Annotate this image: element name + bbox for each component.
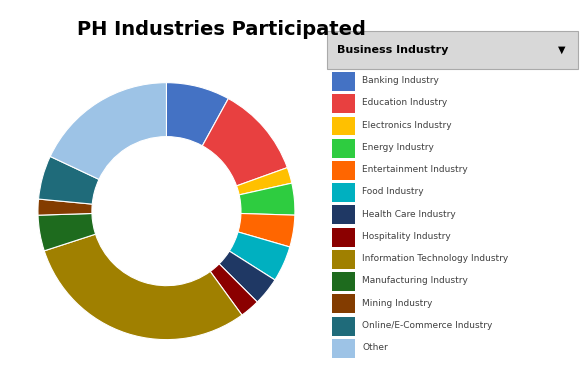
Wedge shape [239, 183, 295, 215]
Text: Business Industry: Business Industry [337, 45, 449, 55]
Text: Energy Industry: Energy Industry [362, 143, 434, 152]
FancyBboxPatch shape [332, 161, 354, 180]
Wedge shape [237, 168, 292, 195]
Wedge shape [50, 83, 166, 179]
FancyBboxPatch shape [332, 139, 354, 158]
Text: Health Care Industry: Health Care Industry [362, 210, 456, 219]
Wedge shape [166, 83, 228, 146]
FancyBboxPatch shape [332, 317, 354, 335]
FancyBboxPatch shape [332, 117, 354, 136]
FancyBboxPatch shape [332, 294, 354, 313]
FancyBboxPatch shape [332, 272, 354, 291]
Wedge shape [39, 156, 99, 204]
Text: Manufacturing Industry: Manufacturing Industry [362, 276, 468, 285]
FancyBboxPatch shape [332, 94, 354, 113]
Wedge shape [210, 264, 258, 315]
FancyBboxPatch shape [332, 339, 354, 358]
Text: PH Industries Participated: PH Industries Participated [78, 20, 366, 39]
Wedge shape [219, 251, 275, 302]
Text: Education Industry: Education Industry [362, 99, 447, 108]
FancyBboxPatch shape [332, 250, 354, 269]
Text: Other: Other [362, 343, 388, 352]
FancyBboxPatch shape [332, 183, 354, 202]
FancyBboxPatch shape [332, 72, 354, 91]
Wedge shape [44, 234, 242, 340]
Text: Entertainment Industry: Entertainment Industry [362, 165, 468, 174]
Wedge shape [238, 213, 295, 247]
Text: Banking Industry: Banking Industry [362, 76, 439, 85]
FancyBboxPatch shape [332, 206, 354, 224]
Text: Electronics Industry: Electronics Industry [362, 121, 452, 130]
Wedge shape [38, 199, 92, 215]
Text: Hospitality Industry: Hospitality Industry [362, 232, 451, 241]
Text: Food Industry: Food Industry [362, 187, 424, 196]
Text: ▼: ▼ [558, 45, 565, 55]
Text: Mining Industry: Mining Industry [362, 299, 433, 308]
Wedge shape [38, 213, 96, 251]
Wedge shape [202, 99, 287, 186]
Text: Online/E-Commerce Industry: Online/E-Commerce Industry [362, 321, 492, 330]
FancyBboxPatch shape [332, 228, 354, 247]
Text: Information Technology Industry: Information Technology Industry [362, 254, 509, 263]
Wedge shape [230, 232, 290, 280]
FancyBboxPatch shape [327, 31, 578, 69]
